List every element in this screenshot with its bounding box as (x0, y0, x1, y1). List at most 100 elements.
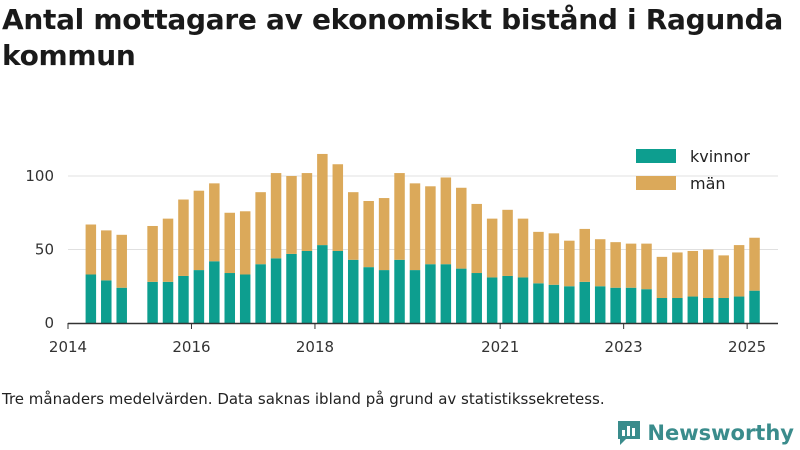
brand-logo: Newsworthy (617, 420, 794, 446)
bar-kvinnor (749, 290, 760, 323)
legend-swatch (636, 149, 676, 163)
bar-man (147, 225, 158, 282)
bar-man (687, 250, 699, 297)
bar-kvinnor (255, 264, 266, 323)
bar-man (625, 243, 637, 288)
bar-kvinnor (209, 261, 220, 323)
legend-label: män (690, 174, 726, 193)
bar-kvinnor (394, 259, 405, 323)
bar-man (239, 211, 251, 275)
bar-man (162, 218, 174, 282)
bar-kvinnor (702, 298, 714, 323)
page-title: Antal mottagare av ekonomiskt bistånd i … (2, 3, 784, 72)
bar-kvinnor (610, 287, 621, 323)
bar-man (579, 228, 591, 282)
bar-kvinnor (317, 245, 328, 323)
bar-kvinnor (239, 274, 251, 323)
bar-man (456, 187, 467, 269)
bar-man (378, 198, 390, 271)
bar-kvinnor (378, 270, 390, 323)
bar-man (116, 234, 127, 288)
x-tick-label: 2021 (481, 338, 519, 356)
bar-man (440, 177, 452, 265)
bar-kvinnor (440, 264, 452, 323)
bar-kvinnor (672, 298, 683, 323)
bar-kvinnor (656, 298, 668, 323)
bar-kvinnor (270, 258, 282, 323)
bar-man (733, 245, 745, 297)
x-tick-label: 2018 (296, 338, 334, 356)
bar-kvinnor (301, 250, 313, 323)
y-tick-label: 0 (44, 314, 54, 332)
bar-man (641, 243, 652, 290)
bar-man (610, 242, 621, 288)
bar-kvinnor (687, 296, 699, 323)
bar-kvinnor (533, 283, 544, 323)
bar-man (193, 190, 205, 271)
bar-man (656, 256, 668, 299)
bar-kvinnor (733, 296, 745, 323)
stacked-bar-chart: 0 50 100 2014 2016 2018 2021 2023 2025 kvinnor m… (25, 147, 778, 356)
legend-label: kvinnor (690, 147, 750, 166)
bar-kvinnor (517, 277, 529, 323)
bar-kvinnor (162, 281, 174, 323)
bar-man (301, 173, 313, 251)
bar-kvinnor (178, 275, 189, 323)
bar-kvinnor (548, 284, 560, 323)
bar-man (317, 153, 328, 246)
bar-man (363, 200, 374, 268)
bar-kvinnor (363, 267, 374, 323)
x-tick-label: 2016 (172, 338, 210, 356)
bar-kvinnor (409, 270, 421, 323)
footnote: Tre månaders medelvärden. Data saknas ib… (2, 390, 605, 408)
bar-kvinnor (718, 298, 729, 323)
bar-man (517, 218, 529, 278)
bar-kvinnor (502, 275, 513, 323)
bar-kvinnor (286, 253, 297, 323)
x-tick-label: 2025 (728, 338, 766, 356)
bar-man (394, 173, 405, 260)
bar-man (101, 230, 112, 281)
bar-man (564, 240, 575, 287)
bar-kvinnor (147, 281, 158, 323)
bar-kvinnor (579, 281, 591, 323)
bar-kvinnor (471, 273, 482, 323)
bar-kvinnor (347, 259, 359, 323)
bar-kvinnor (193, 270, 205, 323)
newsworthy-logo-icon (618, 421, 641, 445)
bar-man (718, 255, 729, 299)
x-tick-label: 2023 (605, 338, 643, 356)
bar-kvinnor (224, 273, 236, 323)
bar-man (548, 233, 560, 285)
y-tick-label: 100 (25, 167, 54, 185)
bar-man (672, 252, 683, 299)
bar-man (502, 209, 513, 276)
bar-man (178, 199, 189, 276)
bar-man (224, 212, 236, 274)
bar-kvinnor (486, 277, 498, 323)
bar-kvinnor (425, 264, 436, 323)
brand-name: Newsworthy (647, 421, 794, 445)
bar-man (702, 249, 714, 299)
bar-man (347, 192, 359, 260)
bar-man (425, 186, 436, 265)
bar-man (409, 183, 421, 271)
bar-man (270, 173, 282, 259)
y-tick-label: 50 (35, 241, 54, 259)
bar-man (255, 192, 266, 265)
bar-man (594, 239, 606, 287)
bar-kvinnor (564, 286, 575, 323)
bar-kvinnor (594, 286, 606, 323)
bar-kvinnor (456, 268, 467, 323)
bar-man (209, 183, 220, 262)
bar-man (332, 164, 344, 251)
bar-kvinnor (101, 280, 112, 323)
bar-kvinnor (625, 287, 637, 323)
bar-man (471, 203, 482, 274)
x-tick-label: 2014 (49, 338, 87, 356)
bar-man (533, 231, 544, 284)
y-tick-labels: 0 50 100 (25, 167, 54, 332)
x-axis: 2014 2016 2018 2021 2023 2025 (49, 322, 778, 356)
bars (85, 153, 760, 323)
bar-man (749, 237, 760, 291)
